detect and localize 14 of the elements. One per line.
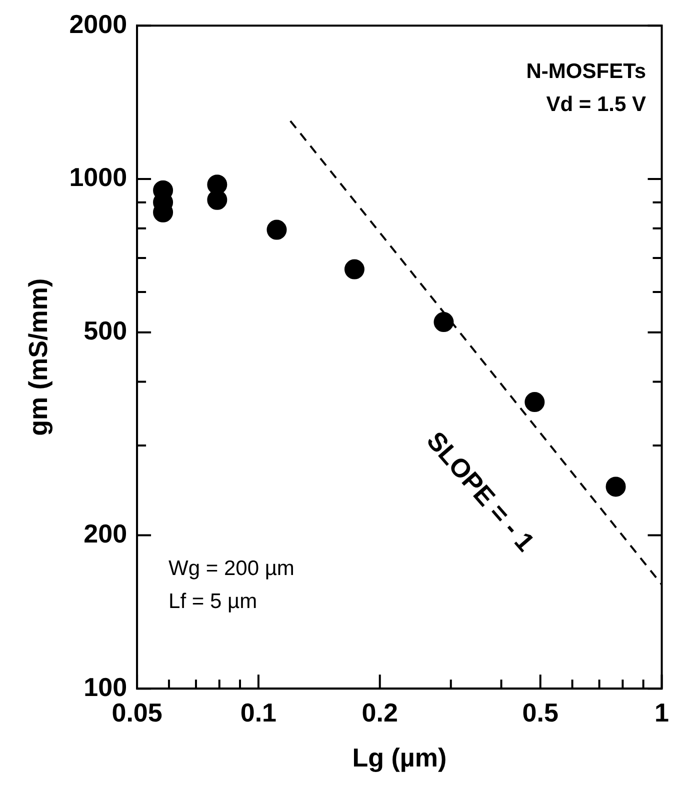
y-tick-label: 200 — [84, 518, 128, 548]
x-tick-label: 1 — [654, 697, 670, 728]
x-tick-label: 0.1 — [240, 697, 277, 728]
annotation: Wg = 200 µm — [168, 557, 294, 580]
y-tick-label: 500 — [84, 316, 128, 346]
annotation: Lf = 5 µm — [168, 590, 258, 614]
y-axis-title: gm (mS/mm) — [22, 278, 53, 436]
x-tick-label: 0.2 — [362, 697, 398, 728]
annotation: N-MOSFETs — [526, 60, 646, 83]
x-axis-title: Lg (µm) — [352, 742, 447, 773]
y-tick-label: 2000 — [69, 8, 128, 39]
x-tick-label: 0.5 — [522, 697, 558, 728]
y-tick-label: 1000 — [69, 162, 128, 192]
annotation: Vd = 1.5 V — [546, 92, 646, 116]
